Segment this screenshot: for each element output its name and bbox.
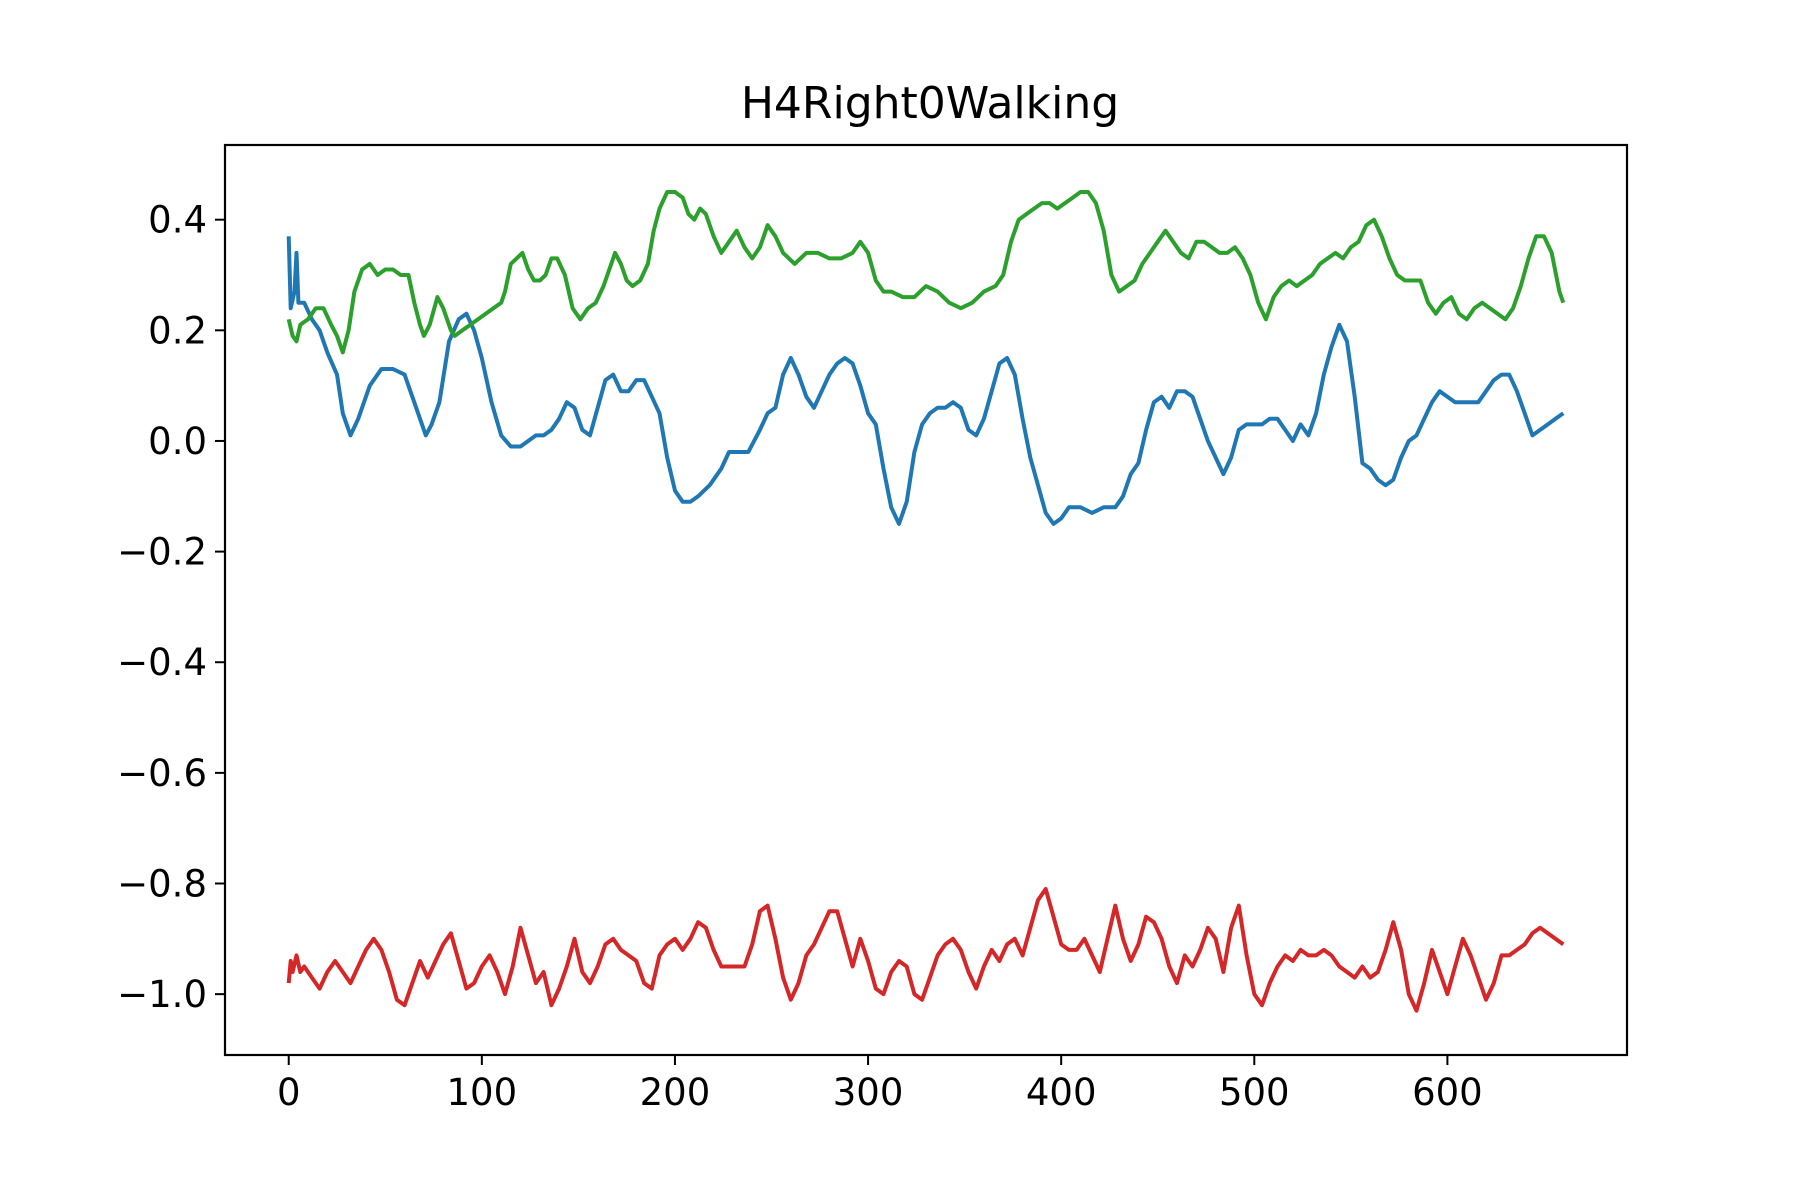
x-tick-label: 0	[277, 1071, 301, 1114]
axes-frame	[223, 143, 1629, 1057]
plot-area: 0 100 200 300 400 500 600 0.4 0.2 0.0 −0.2 −0.4 −0.6…	[117, 143, 1629, 1114]
y-tick-label: −0.2	[117, 531, 207, 574]
series-line-1	[286, 190, 1566, 355]
series-line-2	[286, 887, 1565, 1013]
y-tick-label: −0.6	[117, 752, 207, 795]
y-tick-label: 0.0	[148, 420, 207, 463]
x-tick-label: 600	[1412, 1071, 1483, 1114]
x-tick-label: 500	[1219, 1071, 1290, 1114]
y-tick-label: 0.2	[148, 309, 207, 352]
series-layer	[286, 190, 1566, 1013]
x-tick-label: 100	[447, 1071, 518, 1114]
series-line-0	[286, 236, 1565, 526]
y-tick-label: −0.4	[117, 641, 207, 684]
y-tick-label: 0.4	[148, 199, 207, 242]
x-tick-label: 200	[640, 1071, 711, 1114]
x-tick-label: 400	[1026, 1071, 1097, 1114]
x-tick-label: 300	[833, 1071, 904, 1114]
ticks-layer: 0 100 200 300 400 500 600 0.4 0.2 0.0 −0.2 −0.4 −0.6…	[117, 199, 1483, 1114]
chart-title: H4Right0Walking	[741, 78, 1119, 129]
y-tick-label: −0.8	[117, 863, 207, 906]
y-tick-label: −1.0	[117, 973, 207, 1016]
